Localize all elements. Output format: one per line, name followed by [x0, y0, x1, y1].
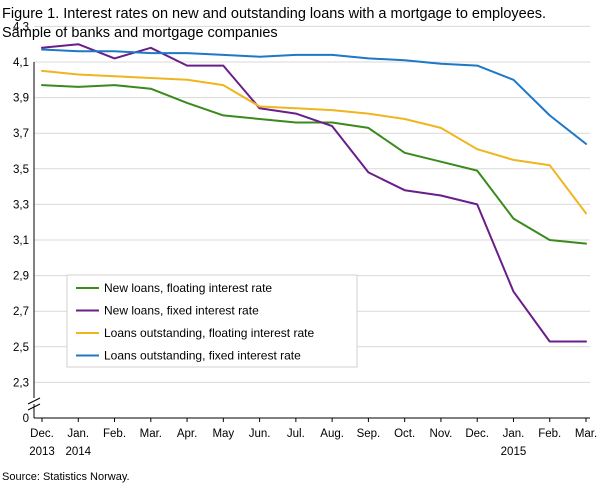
x-tick-label: Feb. [103, 428, 126, 440]
x-tick-label: Aug. [320, 428, 344, 440]
x-tick-label: Dec. [30, 428, 54, 440]
legend-label-1: New loans, floating interest rate [104, 281, 272, 295]
data-series [41, 43, 587, 343]
axis-break-mark [27, 397, 41, 405]
axis-break-mark [27, 403, 41, 411]
y-tick-label: 3,3 [13, 199, 29, 211]
legend-label-4: Loans outstanding, fixed interest rate [104, 349, 301, 363]
x-tick-label: Jan. [503, 428, 525, 440]
x-tick-label: Apr. [177, 428, 197, 440]
legend-label-2: New loans, fixed interest rate [104, 304, 259, 318]
y-axis-tick-labels: 02,32,52,72,93,13,33,53,73,94,14,34,5 [13, 21, 29, 425]
legend: New loans, floating interest rate New loa… [66, 274, 358, 368]
y-tick-label: 3,1 [13, 235, 29, 247]
y-tick-label: 3,5 [13, 164, 29, 176]
x-tick-label: Jun. [249, 428, 271, 440]
series-line-4 [41, 48, 587, 145]
y-tick-label: 2,9 [13, 271, 29, 283]
y-tick-label: 4,1 [13, 57, 29, 69]
x-tick-label: Jan. [67, 428, 89, 440]
x-tick-label: Jul. [287, 428, 305, 440]
y-tick-label: 2,3 [13, 377, 29, 389]
x-tick-label: Mar. [575, 428, 597, 440]
x-tick-label: Dec. [465, 428, 489, 440]
y-tick-label: 2,5 [13, 342, 29, 354]
x-tick-label: Mar. [140, 428, 162, 440]
legend-box [66, 274, 358, 368]
chart-title-line-1: Figure 1. Interest rates on new and outs… [2, 6, 547, 22]
x-tick-label: Sep. [357, 428, 381, 440]
axes [27, 62, 590, 422]
y-tick-label: 3,7 [13, 128, 29, 140]
x-tick-label: Oct. [394, 428, 415, 440]
y-tick-label: 2,7 [13, 306, 29, 318]
chart-title-line-2: Sample of banks and mortgage companies [2, 25, 278, 41]
legend-label-3: Loans outstanding, floating interest rat… [104, 326, 314, 340]
chart-title: Figure 1. Interest rates on new and outs… [2, 5, 606, 43]
source-note: Source: Statistics Norway. [2, 471, 130, 483]
x-tick-label-year: 2015 [501, 446, 527, 458]
y-tick-label: 0 [23, 413, 29, 425]
x-tick-label: Nov. [430, 428, 453, 440]
series-line-1 [41, 84, 587, 245]
y-tick-label: 4,3 [13, 21, 29, 33]
x-tick-label: Feb. [538, 428, 561, 440]
series-line-3 [41, 69, 587, 215]
x-tick-label-year: 2013 [29, 446, 55, 458]
x-axis-tick-labels: Dec. 2013 Jan. 2014 Feb. Mar. Apr. May Jun. Jul. A… [29, 428, 597, 458]
x-tick-label: May [212, 428, 234, 440]
y-tick-label: 3,9 [13, 93, 29, 105]
x-tick-label-year: 2014 [65, 446, 91, 458]
